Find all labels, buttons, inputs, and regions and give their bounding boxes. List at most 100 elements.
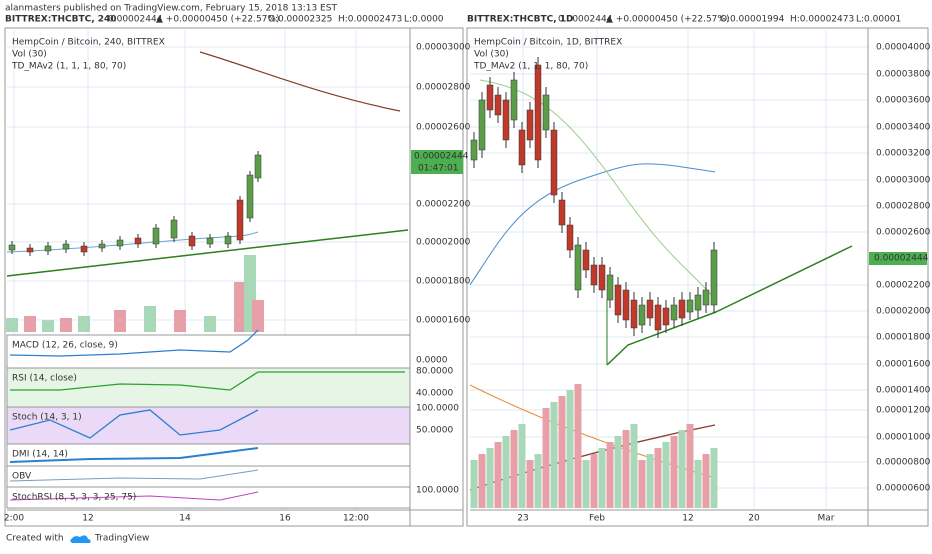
countdown: 01:47:01: [418, 164, 458, 174]
drawing: [478, 99, 486, 151]
time-axis-label: Feb: [589, 514, 605, 524]
drawing: [622, 430, 630, 508]
drawing: [526, 109, 534, 141]
drawing: [199, 51, 401, 112]
drawing: [542, 408, 550, 508]
drawing: [486, 448, 494, 508]
price-axis-label: 0.00002200: [876, 281, 931, 291]
pane-title: Stoch (14, 3, 1): [12, 413, 82, 423]
drawing: [710, 448, 718, 508]
drawing: [470, 139, 478, 161]
drawing: [234, 282, 246, 332]
header-high: H:0.00002473: [338, 15, 402, 25]
drawing: [9, 409, 259, 439]
footer-brand: TradingView: [94, 534, 149, 544]
drawing: [224, 235, 232, 245]
header-symbol: BITTREX:THCBTC, 1D: [467, 15, 573, 25]
drawing: [614, 284, 622, 316]
pane-title: DMI (14, 14): [12, 450, 68, 460]
drawing: [534, 64, 542, 161]
price-axis-label: 0.00001600: [416, 316, 471, 326]
header-last: 0.00002444: [558, 15, 613, 25]
left-panel: [4, 27, 464, 527]
price-axis-label: 0.00003800: [876, 70, 931, 80]
drawing: [479, 79, 717, 301]
tradingview-logo: [70, 535, 91, 543]
pane-title: OBV: [12, 472, 32, 482]
price-axis-label: 0.00004000: [876, 43, 931, 53]
drawing: [24, 316, 36, 332]
legend: Vol (30): [12, 50, 47, 60]
drawing: [469, 163, 716, 286]
price-tag-bg: [869, 252, 927, 265]
time-axis-label: 14: [179, 514, 191, 524]
legend: HempCoin / Bitcoin, 240, BITTREX: [12, 38, 165, 48]
pane-title: RSI (14, close): [12, 374, 77, 384]
drawing: [686, 424, 694, 508]
drawing: [694, 460, 702, 508]
drawing: [678, 299, 686, 319]
pane: [6, 465, 411, 488]
price-axis-label: 0.00000600: [876, 484, 931, 494]
drawing: [60, 318, 72, 332]
price-tag: 0.00002444: [414, 152, 469, 162]
drawing: [606, 274, 614, 301]
drawing: [702, 454, 710, 508]
drawing: [614, 436, 622, 508]
drawing: [670, 436, 678, 508]
drawing: [9, 491, 259, 501]
time-axis-label: 12: [82, 514, 93, 524]
pane-axis-label: 50.0000: [416, 426, 453, 436]
header-open: O:0.00002325: [268, 15, 332, 25]
drawing: [502, 99, 510, 141]
drawing: [494, 442, 502, 508]
right-panel: [466, 27, 929, 527]
drawing: [62, 243, 70, 250]
header-change: ▲ +0.00000450 (+22.57%): [606, 15, 729, 25]
labels: alanmasters published on TradingView.com…: [4, 4, 931, 544]
drawing: [252, 300, 264, 332]
header-low: L:0.0000: [404, 15, 444, 25]
drawing: [9, 469, 259, 482]
drawing: [254, 154, 262, 179]
drawing: [630, 424, 638, 508]
time-axis-label: 23: [517, 514, 528, 524]
drawing: [174, 310, 186, 332]
drawing: [494, 94, 502, 116]
drawing: [598, 448, 606, 508]
price-axis-label: 0.00003000: [876, 176, 931, 186]
drawing: [204, 316, 216, 332]
drawing: [114, 310, 126, 332]
drawing: [6, 318, 18, 332]
drawing: [654, 304, 662, 331]
drawing: [542, 94, 550, 131]
drawing: [550, 402, 558, 508]
drawing: [566, 224, 574, 251]
pane-axis-label: 40.0000: [416, 389, 453, 399]
drawing: [654, 448, 662, 508]
price-axis-label: 0.00003400: [876, 123, 931, 133]
drawing: [42, 320, 54, 332]
header-high: H:0.00002473: [790, 15, 854, 25]
time-axis-label: 2:00: [4, 514, 24, 524]
price-axis-label: 0.00001600: [876, 360, 931, 370]
pane: [6, 486, 411, 509]
drawing: [574, 244, 582, 291]
drawing: [566, 390, 574, 508]
pane-axis-label: 0.0000: [416, 356, 448, 366]
legend: TD_MAv2 (1, 1, 1, 80, 70): [11, 62, 126, 72]
drawing: [590, 454, 598, 508]
drawing: [236, 199, 244, 241]
drawing: [170, 219, 178, 239]
drawing: [526, 460, 534, 508]
drawing: [630, 299, 638, 329]
price-axis-label: 0.00001200: [876, 406, 931, 416]
price-axis-label: 0.00003000: [416, 43, 471, 53]
price-axis-label: 0.00001000: [876, 433, 931, 443]
price-axis-label: 0.00002000: [416, 238, 471, 248]
legend: HempCoin / Bitcoin, 1D, BITTREX: [474, 38, 622, 48]
price-axis-label: 0.00000800: [876, 458, 931, 468]
drawing: [558, 199, 566, 226]
drawing: [116, 239, 124, 247]
drawing: [44, 245, 52, 252]
